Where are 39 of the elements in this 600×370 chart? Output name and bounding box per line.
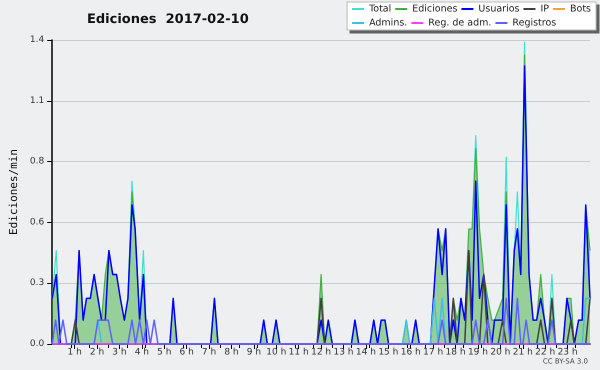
- x-tick-label: 16 h: [400, 348, 421, 358]
- x-tick-label: 18 h: [446, 348, 466, 358]
- x-tick-label: 19 h: [468, 348, 488, 358]
- x-tick-label: 17 h: [423, 348, 444, 358]
- y-tick-label: 0.3: [30, 278, 44, 288]
- y-tick-label: 1.4: [30, 35, 44, 45]
- x-tick-label: 21 h: [512, 348, 533, 358]
- x-tick-label: 12 h: [311, 348, 332, 358]
- x-tick-label: 15 h: [378, 348, 398, 358]
- legend-label: Usuarios: [478, 4, 520, 14]
- x-tick-label: 6 h: [180, 348, 194, 358]
- x-tick-label: 23 h: [558, 348, 578, 358]
- x-tick-label: 9 h: [246, 348, 262, 358]
- x-tick-label: 5 h: [157, 348, 172, 358]
- x-tick-label: 22 h: [535, 348, 556, 358]
- x-tick-label: 7 h: [202, 348, 216, 358]
- legend-label: Admins.: [369, 18, 408, 28]
- legend-label: Registros: [512, 18, 556, 28]
- x-tick-label: 4 h: [134, 348, 149, 358]
- legend-label: Bots: [570, 4, 592, 14]
- y-tick-label: 1.1: [30, 96, 44, 106]
- y-tick-label: 0.6: [30, 217, 44, 228]
- x-tick-label: 11 h: [288, 348, 309, 358]
- x-tick-label: 20 h: [490, 348, 510, 358]
- y-axis-title: Ediciones/min: [7, 148, 20, 236]
- x-tick-label: 2 h: [90, 348, 104, 358]
- legend-label: Total: [368, 4, 392, 14]
- y-tick-label: 0.8: [30, 156, 44, 167]
- x-tick-label: 8 h: [224, 348, 239, 358]
- x-tick-label: 13 h: [334, 348, 354, 358]
- x-tick-label: 10 h: [266, 348, 286, 358]
- x-tick-label: 14 h: [356, 348, 376, 358]
- y-tick-label: 0.0: [30, 339, 44, 349]
- chart-title: Ediciones 2017-02-10: [87, 12, 249, 27]
- x-tick-label: 1 h: [67, 348, 82, 358]
- legend-label: Reg. de adm.: [428, 18, 492, 28]
- x-tick-label: 3 h: [112, 348, 127, 358]
- legend-label: IP: [540, 4, 550, 14]
- legend-label: Ediciones: [412, 4, 458, 14]
